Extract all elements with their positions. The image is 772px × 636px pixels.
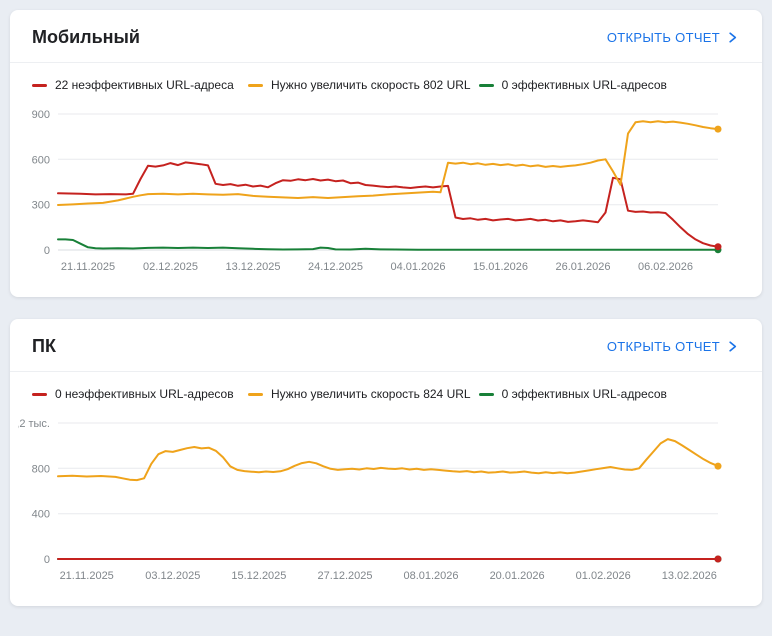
legend-label: 0 эффективных URL-адресов <box>501 78 667 92</box>
needs-improvement-series-dash-icon <box>248 392 263 396</box>
x-axis-tick-label: 03.12.2025 <box>145 570 200 582</box>
open-report-link[interactable]: ОТКРЫТЬ ОТЧЕТ <box>607 339 740 354</box>
chevron-right-icon <box>725 339 740 354</box>
legend-item-needs-improvement[interactable]: Нужно увеличить скорость 824 URL <box>248 387 471 401</box>
x-axis-tick-label: 04.01.2026 <box>390 261 445 273</box>
x-axis-tick-label: 21.11.2025 <box>61 261 115 273</box>
legend-label: 0 неэффективных URL-адресов <box>55 387 234 401</box>
y-axis-tick-label: 0 <box>44 554 50 566</box>
chevron-right-icon <box>725 30 740 45</box>
x-axis-tick-label: 26.01.2026 <box>555 261 610 273</box>
x-axis-tick-label: 06.02.2026 <box>638 261 693 273</box>
series-end-dot <box>714 125 722 133</box>
good-series-dash-icon <box>478 392 494 396</box>
x-axis-tick-label: 15.12.2025 <box>231 570 286 582</box>
page-title: ПК <box>32 336 56 356</box>
legend-item-needs-improvement[interactable]: Нужно увеличить скорость 802 URL <box>248 78 471 92</box>
x-axis-tick-label: 24.12.2025 <box>308 261 363 273</box>
x-axis-tick-label: 13.12.2025 <box>225 261 280 273</box>
poor-series-dash-icon <box>32 83 47 87</box>
x-axis-tick-label: 27.12.2025 <box>317 570 372 582</box>
x-axis-tick-label: 13.02.2026 <box>662 570 717 582</box>
needs-improvement-series-dash-icon <box>248 83 263 87</box>
x-axis-tick-label: 21.11.2025 <box>60 570 114 582</box>
series-line <box>57 120 719 206</box>
legend-item-poor[interactable]: 0 неэффективных URL-адресов <box>32 387 240 401</box>
cwv-line-chart-desktop[interactable]: 0 400 800 1,2 тыс. 21.11.2025 03.12.2025 15.12… <box>10 411 724 587</box>
x-axis-tick-label: 01.02.2026 <box>576 570 631 582</box>
x-axis-tick-label: 15.01.2026 <box>473 261 528 273</box>
series-line <box>57 161 719 248</box>
legend-item-good[interactable]: 0 эффективных URL-адресов <box>478 78 667 92</box>
series-end-dot <box>714 462 722 470</box>
card-mobile-header: Мобильный ОТКРЫТЬ ОТЧЕТ <box>10 10 762 63</box>
y-axis-tick-label: 600 <box>32 154 50 166</box>
chart-area-mobile: 0 300 600 900 21.11.2025 02.12.2025 13.12.2025… <box>10 96 762 297</box>
legend-label: Нужно увеличить скорость 802 URL <box>271 78 471 92</box>
legend-label: 0 эффективных URL-адресов <box>501 387 667 401</box>
open-report-link[interactable]: ОТКРЫТЬ ОТЧЕТ <box>607 30 740 45</box>
legend: 0 неэффективных URL-адресов Нужно увелич… <box>10 372 762 405</box>
series-end-dot <box>714 243 722 251</box>
good-series-dash-icon <box>478 83 494 87</box>
legend-item-poor[interactable]: 22 неэффективных URL-адреса <box>32 78 240 92</box>
card-desktop: ПК ОТКРЫТЬ ОТЧЕТ 0 неэффективных URL-адр… <box>10 319 762 606</box>
cwv-line-chart-mobile[interactable]: 0 300 600 900 21.11.2025 02.12.2025 13.12.2025… <box>18 102 724 278</box>
open-report-label: ОТКРЫТЬ ОТЧЕТ <box>606 30 720 45</box>
x-axis-tick-label: 08.01.2026 <box>403 570 458 582</box>
series-end-dot <box>714 555 722 563</box>
y-axis-tick-label: 0 <box>44 245 50 257</box>
x-axis-tick-label: 20.01.2026 <box>490 570 545 582</box>
y-axis-tick-label: 1,2 тыс. <box>18 418 50 430</box>
card-mobile: Мобильный ОТКРЫТЬ ОТЧЕТ 22 неэффективных… <box>10 10 762 297</box>
legend-label: Нужно увеличить скорость 824 URL <box>271 387 471 401</box>
poor-series-dash-icon <box>32 392 47 396</box>
legend: 22 неэффективных URL-адреса Нужно увелич… <box>10 63 762 96</box>
y-axis-tick-label: 800 <box>32 463 50 475</box>
y-axis-tick-label: 900 <box>32 109 50 121</box>
series-line <box>57 238 719 251</box>
legend-item-good[interactable]: 0 эффективных URL-адресов <box>478 387 667 401</box>
page-title: Мобильный <box>32 27 140 47</box>
legend-label: 22 неэффективных URL-адреса <box>55 78 234 92</box>
y-axis-tick-label: 400 <box>32 509 50 521</box>
chart-area-desktop: 0 400 800 1,2 тыс. 21.11.2025 03.12.2025 15.12… <box>10 405 762 606</box>
open-report-label: ОТКРЫТЬ ОТЧЕТ <box>606 339 720 354</box>
series-line <box>57 438 719 482</box>
card-desktop-header: ПК ОТКРЫТЬ ОТЧЕТ <box>10 319 762 372</box>
x-axis-tick-label: 02.12.2025 <box>143 261 198 273</box>
y-axis-tick-label: 300 <box>32 200 50 212</box>
